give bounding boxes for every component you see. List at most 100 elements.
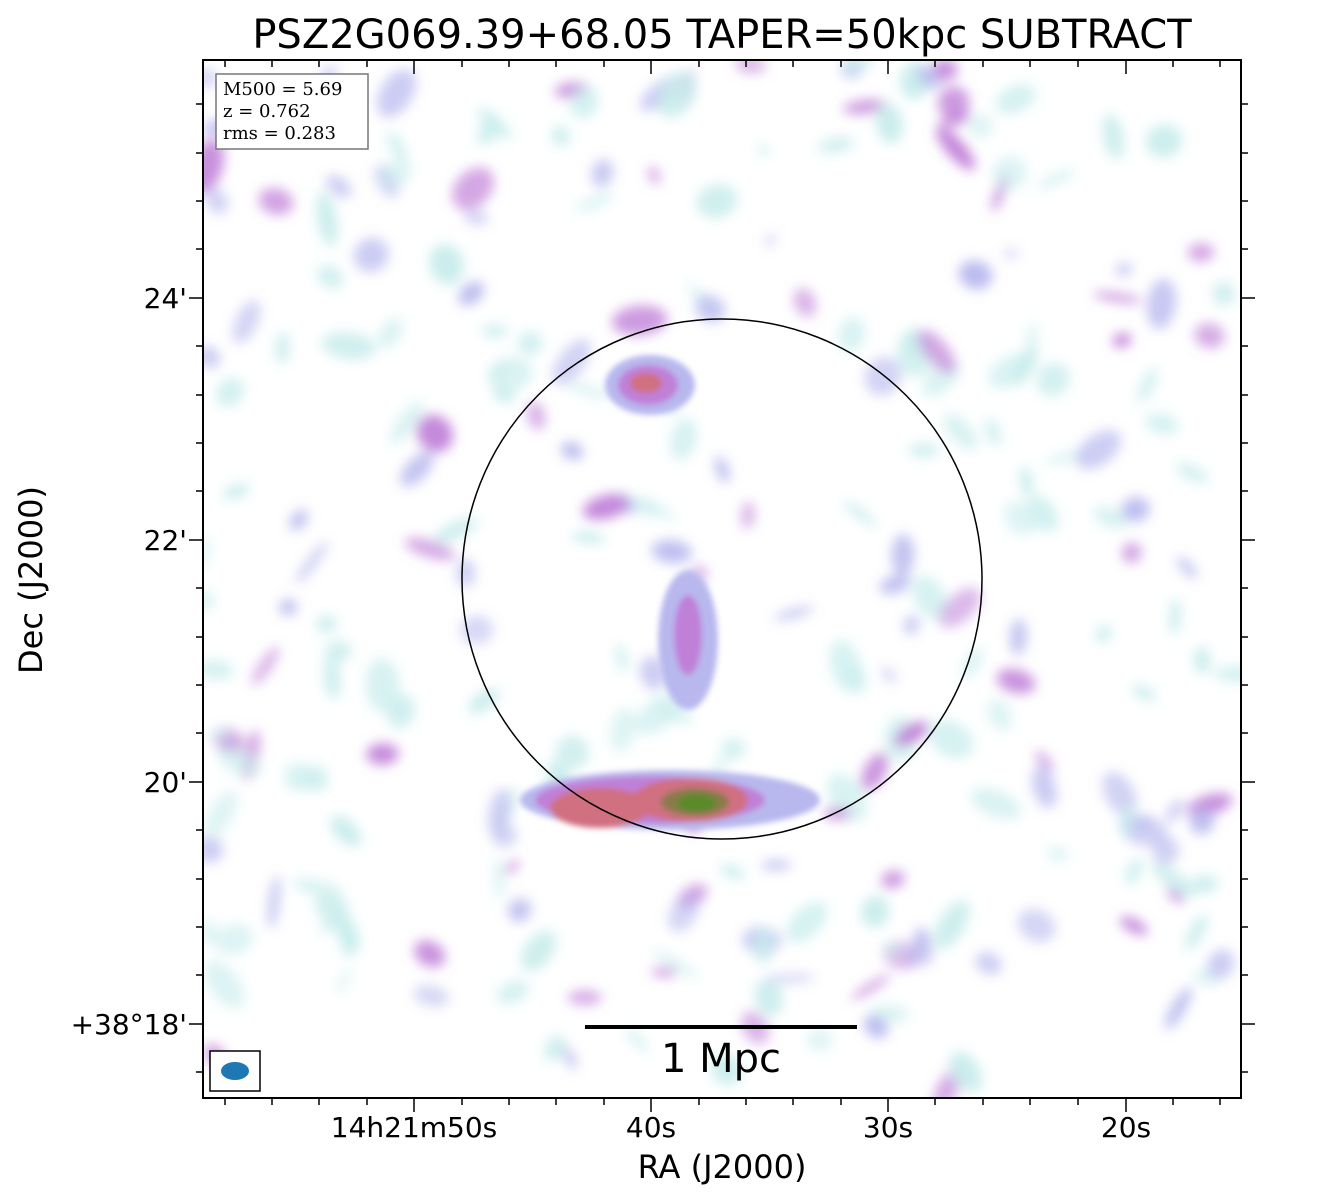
- noise-blob: [289, 509, 309, 531]
- noise-blob: [740, 501, 755, 530]
- noise-blob: [958, 260, 993, 290]
- noise-blob: [258, 187, 294, 216]
- noise-blob: [917, 65, 941, 90]
- noise-blob: [1164, 987, 1192, 1030]
- noise-blob: [1145, 124, 1183, 158]
- noise-blob: [962, 647, 983, 679]
- noise-blob: [625, 1028, 649, 1052]
- noise-blob: [842, 99, 889, 115]
- noise-blob: [996, 668, 1036, 694]
- noise-blob: [1189, 807, 1215, 835]
- ra-tick-label: 30s: [863, 1111, 913, 1144]
- noise-blob: [1119, 805, 1136, 836]
- noise-blob: [1213, 665, 1241, 683]
- noise-blob: [1121, 542, 1142, 564]
- noise-blob: [851, 974, 891, 1000]
- noise-blob: [1169, 598, 1181, 635]
- noise-blob: [860, 752, 889, 791]
- noise-blob: [1075, 430, 1122, 470]
- noise-blob: [206, 729, 234, 740]
- noise-blob: [275, 331, 290, 365]
- noise-blob: [933, 900, 970, 950]
- beam-ellipse: [221, 1062, 249, 1080]
- noise-blob: [400, 451, 434, 487]
- noise-blob: [652, 949, 699, 979]
- noise-blob: [463, 209, 489, 226]
- noise-blob: [1003, 500, 1038, 536]
- noise-blob: [1095, 624, 1113, 644]
- noise-blob: [1036, 362, 1070, 397]
- noise-blob: [569, 85, 599, 119]
- noise-blob: [582, 493, 630, 520]
- noise-blob: [451, 167, 495, 210]
- noise-blob: [575, 192, 614, 212]
- noise-blob: [295, 541, 329, 584]
- noise-blob: [881, 942, 903, 956]
- noise-blob: [992, 155, 1028, 191]
- noise-blob: [222, 483, 251, 499]
- noise-blob: [379, 160, 413, 188]
- noise-blob: [414, 940, 446, 968]
- noise-blob: [774, 605, 814, 621]
- noise-blob: [806, 1029, 833, 1051]
- noise-blob: [203, 139, 225, 193]
- rms-text: rms = 0.283: [223, 123, 336, 144]
- noise-blob: [764, 234, 776, 246]
- noise-blob: [544, 1035, 566, 1061]
- noise-blob: [1017, 908, 1056, 943]
- noise-blob: [986, 698, 1013, 731]
- noise-blob: [720, 738, 746, 760]
- noise-blob: [1019, 466, 1034, 498]
- ra-tick-label: 14h21m50s: [331, 1111, 498, 1144]
- noise-blob: [647, 166, 661, 185]
- noise-blob: [404, 537, 456, 561]
- noise-blob: [1124, 857, 1143, 886]
- noise-blob: [591, 159, 614, 188]
- noise-blob: [928, 719, 974, 759]
- noise-blob: [875, 103, 904, 144]
- noise-blob: [1093, 506, 1128, 529]
- noise-blob: [639, 655, 667, 690]
- noise-blob: [203, 960, 245, 1009]
- noise-blob: [267, 875, 281, 929]
- noise-blob: [756, 145, 771, 156]
- noise-blob: [1035, 750, 1054, 772]
- noise-blob: [838, 316, 866, 353]
- noise-blob: [504, 860, 520, 874]
- noise-blob: [643, 499, 676, 521]
- noise-blob: [1187, 243, 1215, 262]
- noise-blob: [203, 836, 224, 863]
- noise-blob: [1144, 412, 1179, 435]
- noise-blob: [494, 857, 505, 900]
- noise-blob: [881, 870, 905, 889]
- noise-blob: [696, 184, 738, 219]
- beam-indicator: [209, 1050, 261, 1092]
- noise-blob: [321, 331, 376, 360]
- noise-blob: [710, 757, 728, 776]
- noise-blob: [303, 765, 329, 792]
- noise-blob: [881, 666, 897, 684]
- noise-blob: [555, 735, 590, 770]
- y-axis-label: Dec (J2000): [12, 486, 50, 674]
- noise-blob: [496, 980, 530, 1004]
- noise-blob: [879, 574, 911, 595]
- noise-blob: [386, 131, 408, 163]
- noise-blob: [654, 704, 694, 724]
- noise-blob: [987, 353, 1031, 389]
- noise-blob: [561, 441, 584, 460]
- noise-blob: [316, 264, 344, 289]
- noise-blob: [520, 930, 557, 972]
- noise-blob: [571, 531, 606, 544]
- noise-blob: [975, 951, 1003, 975]
- noise-blob: [1175, 462, 1209, 484]
- r500-circle: [461, 318, 983, 840]
- noise-blob: [292, 878, 344, 898]
- ra-tick-label: 40s: [626, 1111, 676, 1144]
- noise-blob: [908, 443, 940, 457]
- noise-blob: [970, 787, 1022, 820]
- redshift-text: z = 0.762: [223, 101, 311, 122]
- noise-blob: [433, 517, 478, 543]
- noise-blob: [215, 377, 245, 407]
- noise-blob: [651, 966, 678, 978]
- noise-blob: [912, 575, 949, 620]
